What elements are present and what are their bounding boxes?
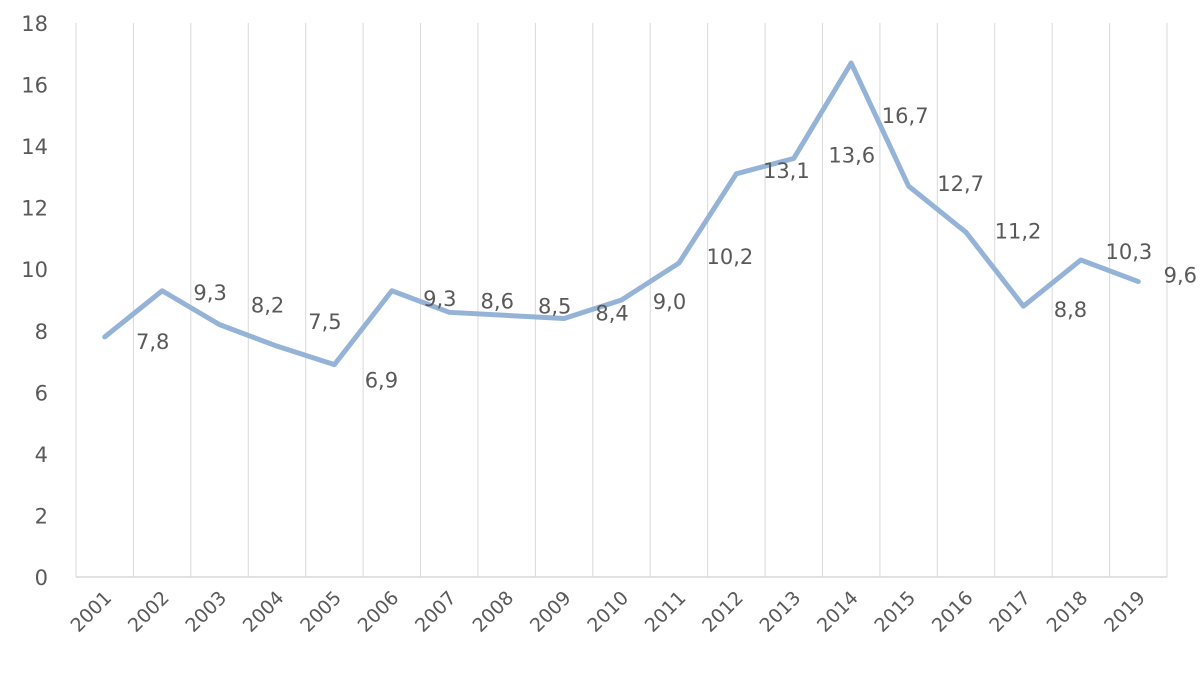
x-tick-label: 2011 [641, 587, 691, 637]
x-tick-label: 2003 [181, 587, 231, 637]
data-label: 8,6 [481, 289, 514, 313]
x-tick-label: 2006 [354, 587, 404, 637]
x-tick-label: 2010 [583, 587, 633, 637]
data-label: 9,6 [1164, 264, 1197, 288]
data-label: 12,7 [937, 172, 984, 196]
y-tick-label: 8 [35, 320, 48, 344]
x-tick-label: 2017 [985, 587, 1035, 637]
x-axis-ticks: 2001 2002 2003 2004 2005 2006 2007 2008 2009 2010… [66, 587, 1149, 637]
data-label: 16,7 [882, 104, 929, 128]
data-label: 8,4 [595, 301, 628, 325]
data-labels: 7,8 9,3 8,2 7,5 6,9 9,3 8,6 8,5 8,4 9,0 10,2 13,1 13… [136, 104, 1197, 393]
y-tick-label: 4 [35, 443, 48, 467]
y-tick-label: 12 [21, 197, 48, 221]
x-tick-label: 2002 [124, 587, 174, 637]
gridlines [75, 23, 1168, 578]
data-label: 11,2 [995, 219, 1042, 243]
x-tick-label: 2012 [698, 587, 748, 637]
y-tick-label: 10 [21, 258, 48, 282]
x-tick-label: 2005 [296, 587, 346, 637]
y-tick-label: 18 [21, 12, 48, 36]
data-label: 9,0 [653, 290, 686, 314]
data-label: 9,3 [193, 281, 226, 305]
x-tick-label: 2008 [468, 587, 518, 637]
x-tick-label: 2019 [1100, 587, 1150, 637]
y-axis-ticks: 0 2 4 6 8 10 12 14 16 18 [21, 12, 48, 590]
data-label: 13,1 [763, 159, 810, 183]
x-tick-label: 2015 [870, 587, 920, 637]
y-tick-label: 16 [21, 74, 48, 98]
x-tick-label: 2009 [526, 587, 576, 637]
y-tick-label: 2 [35, 504, 48, 528]
y-tick-label: 0 [35, 566, 48, 590]
y-tick-label: 14 [21, 135, 48, 159]
x-tick-label: 2007 [411, 587, 461, 637]
data-label: 10,2 [707, 245, 754, 269]
data-line [102, 60, 1141, 368]
data-label: 7,8 [136, 330, 169, 354]
data-label: 7,5 [308, 310, 341, 334]
data-label: 6,9 [365, 369, 398, 393]
x-tick-label: 2013 [756, 587, 806, 637]
x-tick-label: 2018 [1043, 587, 1093, 637]
data-label: 10,3 [1105, 240, 1152, 264]
x-tick-label: 2001 [66, 587, 116, 637]
series-line [102, 60, 1141, 368]
y-tick-label: 6 [35, 381, 48, 405]
data-label: 8,8 [1054, 298, 1087, 322]
x-tick-label: 2004 [239, 587, 289, 637]
data-label: 8,5 [538, 294, 571, 318]
x-tick-label: 2014 [813, 587, 863, 637]
data-label: 9,3 [423, 287, 456, 311]
x-tick-label: 2016 [928, 587, 978, 637]
data-label: 13,6 [828, 143, 875, 167]
data-label: 8,2 [251, 294, 284, 318]
